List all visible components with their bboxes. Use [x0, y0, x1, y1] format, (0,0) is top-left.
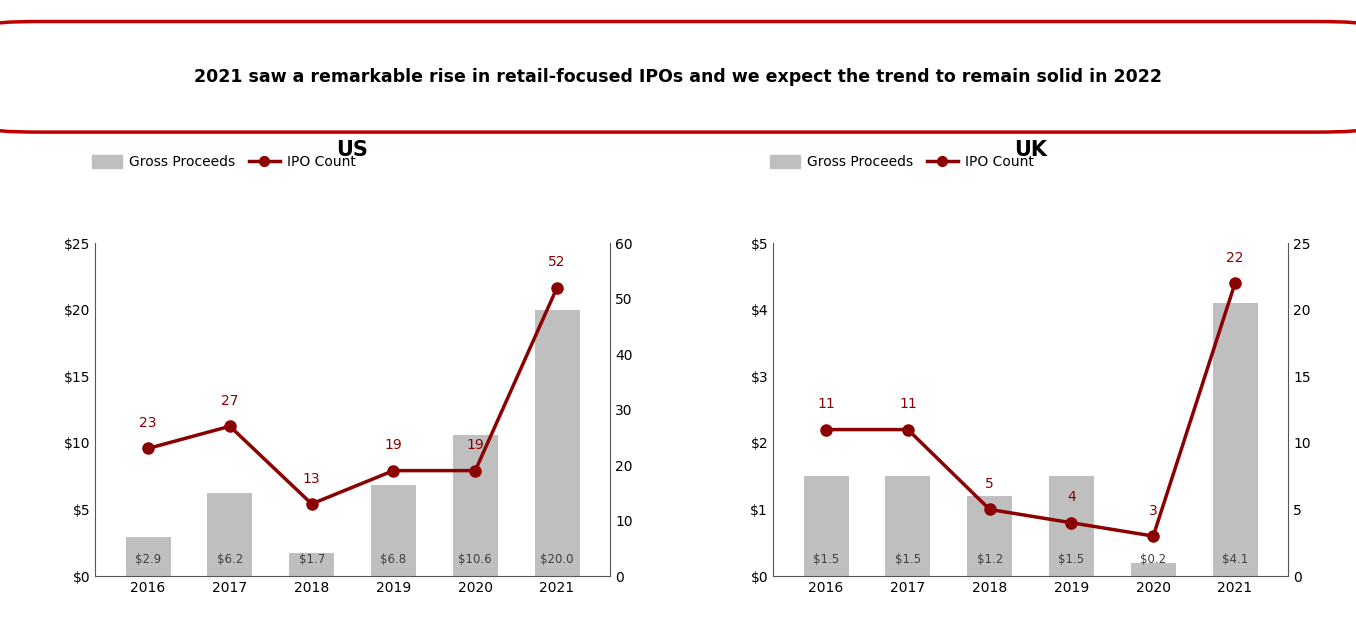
Bar	[967, 496, 1012, 576]
Bar	[534, 310, 579, 576]
Text: $1.5: $1.5	[814, 553, 839, 566]
Bar	[207, 493, 252, 576]
Text: $10.6: $10.6	[458, 553, 492, 566]
Bar	[453, 435, 498, 576]
Bar	[1212, 303, 1257, 576]
Legend: Gross Proceeds, IPO Count: Gross Proceeds, IPO Count	[92, 156, 355, 170]
Text: 13: 13	[302, 472, 320, 486]
Text: 22: 22	[1226, 251, 1243, 265]
Text: $2.9: $2.9	[136, 553, 161, 566]
Bar	[372, 486, 416, 576]
Text: 4: 4	[1067, 490, 1075, 504]
Text: $20.0: $20.0	[540, 553, 574, 566]
Bar	[885, 476, 930, 576]
Text: $0.2: $0.2	[1140, 553, 1166, 566]
Text: $1.5: $1.5	[1059, 553, 1085, 566]
Text: 23: 23	[140, 416, 157, 430]
Bar	[1050, 476, 1094, 576]
Text: $1.2: $1.2	[976, 553, 1003, 566]
Text: 11: 11	[818, 397, 835, 412]
Text: 52: 52	[548, 255, 565, 269]
Text: 3: 3	[1149, 504, 1158, 518]
Text: $6.2: $6.2	[217, 553, 243, 566]
Text: 2021 saw a remarkable rise in retail-focused IPOs and we expect the trend to rem: 2021 saw a remarkable rise in retail-foc…	[194, 68, 1162, 86]
Text: 5: 5	[986, 477, 994, 491]
Text: $1.7: $1.7	[298, 553, 325, 566]
Text: UK: UK	[1014, 140, 1047, 161]
Text: $6.8: $6.8	[381, 553, 407, 566]
Text: US: US	[336, 140, 369, 161]
Bar	[126, 538, 171, 576]
Text: 19: 19	[385, 438, 403, 452]
Bar	[1131, 563, 1176, 576]
Bar	[804, 476, 849, 576]
Text: 11: 11	[899, 397, 917, 412]
Text: $1.5: $1.5	[895, 553, 921, 566]
Bar	[289, 554, 334, 576]
FancyBboxPatch shape	[0, 22, 1356, 132]
Text: $4.1: $4.1	[1222, 553, 1248, 566]
Legend: Gross Proceeds, IPO Count: Gross Proceeds, IPO Count	[770, 156, 1033, 170]
Text: 27: 27	[221, 394, 239, 408]
Text: 19: 19	[466, 438, 484, 452]
